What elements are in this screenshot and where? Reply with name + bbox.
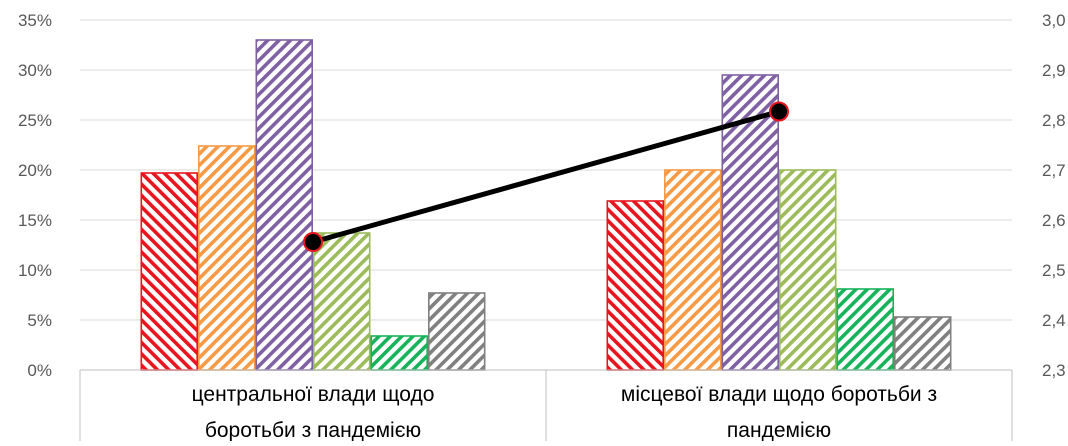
left-tick-label: 5%	[27, 311, 52, 330]
right-axis-ticks: 2,3 2,4 2,5 2,6 2,7 2,8 2,9 3,0	[1042, 11, 1066, 380]
bar	[778, 169, 837, 371]
left-tick-label: 20%	[18, 161, 52, 180]
bar	[198, 145, 256, 371]
right-tick-label: 2,7	[1042, 161, 1066, 180]
bar	[836, 288, 894, 371]
line-marker	[303, 232, 323, 252]
line-series	[303, 101, 789, 252]
line-marker	[769, 101, 789, 122]
category-label: центральної влади щодо	[192, 383, 435, 406]
left-tick-label: 25%	[18, 111, 52, 130]
line-path	[312, 109, 780, 245]
left-tick-label: 30%	[18, 61, 52, 80]
category-axis: центральної влади щодо боротьби з пандемі…	[79, 369, 1013, 442]
bar	[140, 172, 199, 371]
right-tick-label: 3,0	[1042, 11, 1066, 30]
right-tick-label: 2,3	[1042, 361, 1066, 380]
bar	[312, 232, 371, 371]
category-label: боротьби з пандемією	[205, 419, 421, 441]
right-tick-label: 2,6	[1042, 211, 1066, 230]
left-tick-label: 10%	[18, 261, 52, 280]
left-tick-label: 35%	[18, 11, 52, 30]
right-tick-label: 2,5	[1042, 261, 1066, 280]
bar	[606, 200, 664, 371]
bar	[663, 169, 722, 371]
bar	[370, 335, 428, 371]
right-tick-label: 2,8	[1042, 111, 1066, 130]
bar	[893, 316, 952, 371]
right-tick-label: 2,4	[1042, 311, 1066, 330]
left-tick-label: 15%	[18, 211, 52, 230]
left-axis-ticks: 0% 5% 10% 15% 20% 25% 30% 35%	[18, 11, 52, 380]
category-label: місцевої влади щодо боротьби з	[621, 383, 937, 406]
bars	[140, 39, 952, 371]
bar	[427, 292, 486, 371]
right-tick-label: 2,9	[1042, 61, 1066, 80]
bar	[255, 39, 313, 371]
left-tick-label: 0%	[27, 361, 52, 380]
category-label: пандемією	[727, 419, 831, 441]
